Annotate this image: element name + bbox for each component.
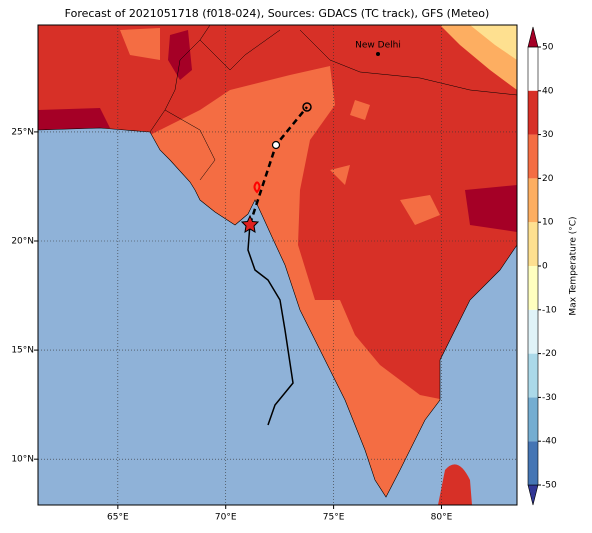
colorbar-tick-label: 40 (542, 86, 554, 96)
hot-region (38, 30, 517, 232)
warm-region (120, 28, 160, 60)
colorbar-band (528, 134, 538, 179)
colorbar-extend (527, 26, 539, 48)
colorbar-tick-label: 20 (542, 174, 554, 184)
colorbar-band (528, 90, 538, 135)
colorbar-band (528, 178, 538, 223)
colorbar-tick-label: -50 (542, 481, 557, 491)
cool-region (470, 25, 517, 60)
title: Forecast of 2021051718 (f018-024), Sourc… (65, 7, 490, 20)
colorbar-tick-label: 10 (542, 218, 554, 228)
track-point (302, 102, 312, 112)
y-tick-label: 10°N (11, 455, 34, 465)
track-point (271, 140, 281, 150)
colorbar-tick-label: -30 (542, 393, 557, 403)
cyclone-symbol (253, 181, 261, 194)
colorbar-tick-label: -10 (542, 305, 557, 315)
colorbar-band (528, 266, 538, 310)
current-position (240, 214, 260, 233)
past-track (247, 223, 294, 426)
x-tick-label: 70°E (215, 513, 237, 523)
map-area: New Delhi (38, 25, 517, 505)
x-tick-label: 65°E (107, 513, 129, 523)
y-tick-label: 25°N (11, 127, 34, 137)
colorbar-tick-label: 50 (542, 43, 554, 53)
colorbar-tick-label: 0 (542, 262, 548, 272)
colorbar-label: Max Temperature (°C) (569, 216, 579, 315)
warm-region (150, 66, 445, 500)
colorbar-band (528, 353, 538, 398)
coastline (38, 127, 517, 498)
colorbar-band (528, 222, 538, 266)
y-tick-label: 15°N (11, 346, 34, 356)
colorbar-extend (527, 484, 539, 506)
colorbar-tick-label: -40 (542, 437, 557, 447)
colorbar-band (528, 397, 538, 442)
colorbar-band (528, 309, 538, 354)
colorbar-tick-label: -20 (542, 349, 557, 359)
colorbar-band (528, 441, 538, 485)
warm-region (330, 100, 440, 225)
map-frame (37, 24, 518, 506)
x-tick-label: 80°E (431, 513, 453, 523)
y-tick-label: 20°N (11, 237, 34, 247)
city-marker (376, 52, 380, 56)
city-label: New Delhi (355, 41, 401, 51)
border (149, 25, 517, 181)
x-tick-label: 75°E (323, 513, 345, 523)
colorbar-tick-label: 30 (542, 130, 554, 140)
